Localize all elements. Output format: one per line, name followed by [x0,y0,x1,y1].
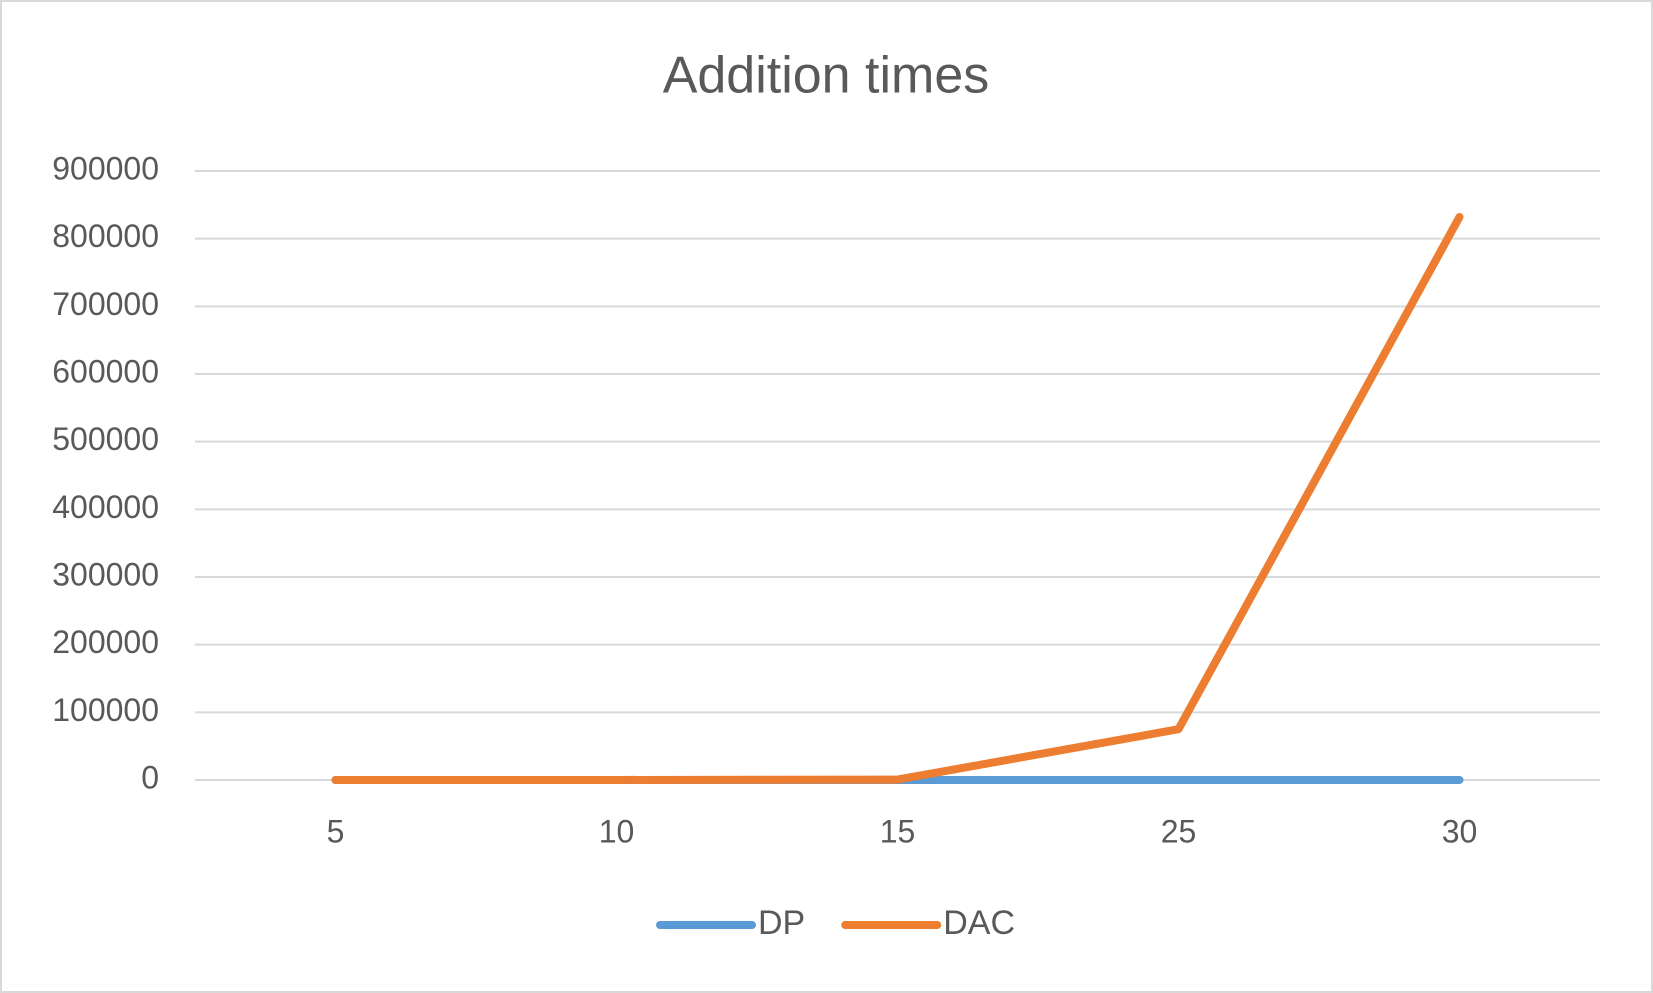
y-tick-label: 600000 [52,353,159,389]
y-tick-label: 400000 [52,489,159,525]
y-tick-label: 200000 [52,624,159,660]
legend-label: DP [758,904,805,942]
chart-title: Addition times [663,47,990,105]
x-tick-label: 15 [880,813,916,849]
x-tick-label: 30 [1442,813,1478,849]
y-tick-label: 700000 [52,286,159,322]
line-series [331,212,1464,784]
x-tick-label: 10 [599,813,635,849]
y-tick-label: 500000 [52,421,159,457]
y-tick-label: 800000 [52,218,159,254]
x-tick-label: 5 [327,813,345,849]
y-tick-label: 300000 [52,556,159,592]
y-tick-label: 900000 [52,150,159,186]
x-tick-label: 25 [1161,813,1197,849]
legend-label: DAC [943,904,1015,942]
y-tick-label: 100000 [52,692,159,728]
y-tick-label: 0 [141,759,159,795]
